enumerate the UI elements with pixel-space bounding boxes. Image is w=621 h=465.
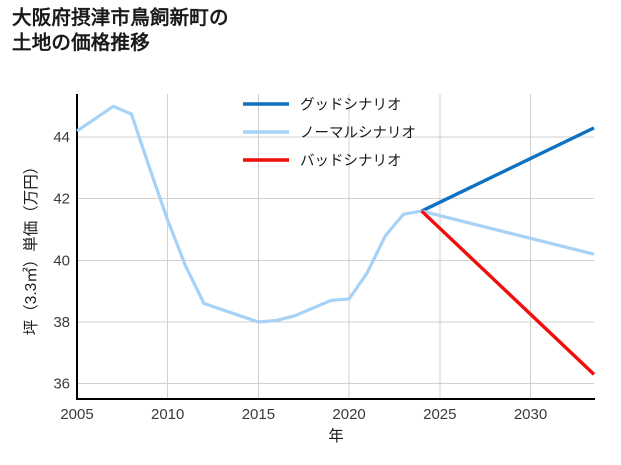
y-tick-label: 44 [53,129,70,146]
x-tick-label: 2020 [332,406,365,423]
series-line [420,126,595,213]
y-tick-label: 42 [53,191,70,208]
x-tick-label: 2030 [514,406,547,423]
gridlines [76,94,594,399]
axis-spines [75,94,595,401]
y-tick-label: 40 [53,252,70,269]
x-tick-label: 2015 [242,406,275,423]
data-series-group [76,104,596,376]
y-tick-label: 38 [53,314,70,331]
x-tick-label: 2005 [60,406,93,423]
y-axis-title: 坪（3.3㎡）単価（万円） [22,159,40,336]
series-line [420,209,596,376]
legend-label: グッドシナリオ [300,97,402,114]
legend-label: ノーマルシナリオ [300,126,416,142]
x-tick-label: 2025 [423,406,456,423]
chart-title: 大阪府摂津市鳥飼新町の 土地の価格推移 [12,7,229,54]
series-line [76,104,422,324]
x-tick-labels: 2005 2010 2015 2020 2025 2030 [60,406,547,423]
series-line [421,209,595,256]
x-axis-title: 年 [328,427,344,445]
y-tick-label: 36 [53,376,70,393]
y-tick-labels: 36 38 40 42 44 [53,129,70,393]
legend-label: バッドシナリオ [300,154,402,170]
x-tick-label: 2010 [151,406,184,423]
